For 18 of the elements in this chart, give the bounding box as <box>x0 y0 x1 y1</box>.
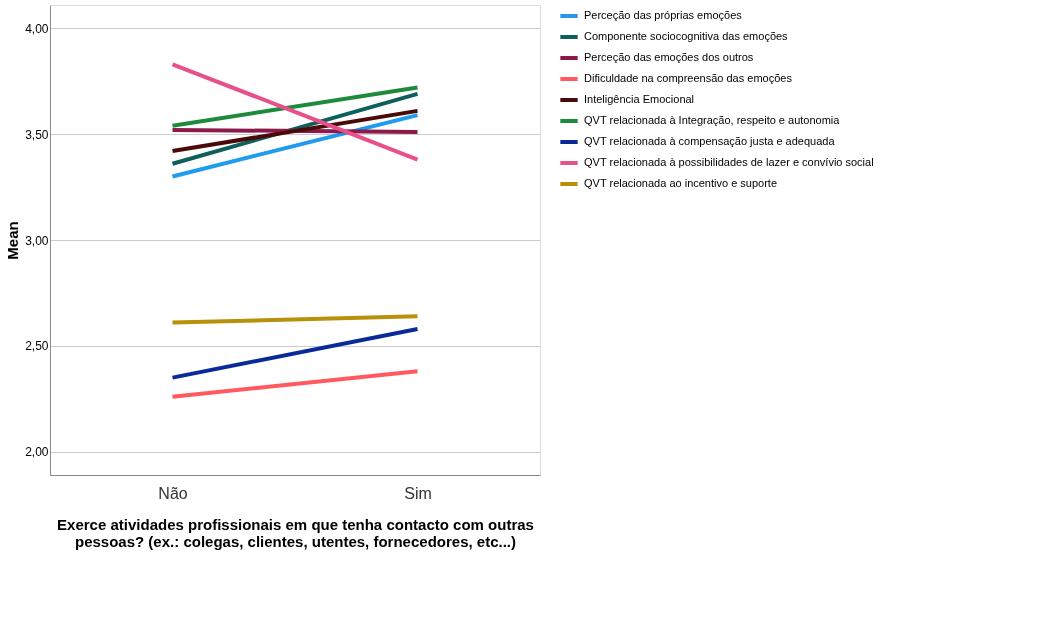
legend-label: Inteligência Emocional <box>584 93 695 105</box>
x-tick-label: Sim <box>404 484 432 502</box>
legend-label: QVT relacionada à possibilidades de lazer e convívio social <box>584 156 874 168</box>
legend-label: Dificuldade na compreensão das emoções <box>584 72 793 84</box>
legend-label: Perceção das próprias emoções <box>584 9 743 21</box>
y-tick-label: 2,50 <box>25 339 49 354</box>
y-tick-label: 3,00 <box>25 233 49 248</box>
y-tick-label: 3,50 <box>25 127 49 142</box>
legend-label: Componente sociocognitiva das emoções <box>584 30 789 42</box>
y-axis-title: Mean <box>4 221 22 260</box>
x-tick-label: Não <box>158 484 188 502</box>
legend-label: QVT relacionada ao incentivo e suporte <box>584 177 778 189</box>
y-tick-label: 4,00 <box>25 21 49 36</box>
legend-label: QVT relacionada à compensação justa e adequada <box>584 135 836 147</box>
legend-label: Perceção das emoções dos outros <box>584 51 754 63</box>
legend-label: QVT relacionada à Integração, respeito e autonomia <box>584 114 841 126</box>
y-tick-label: 2,00 <box>25 445 49 460</box>
x-axis-title: Exerce atividades profissionais em que tenha contacto com outras pessoas? (ex.: colegas, clientes, utentes, fornecedores, etc...) <box>57 515 534 550</box>
